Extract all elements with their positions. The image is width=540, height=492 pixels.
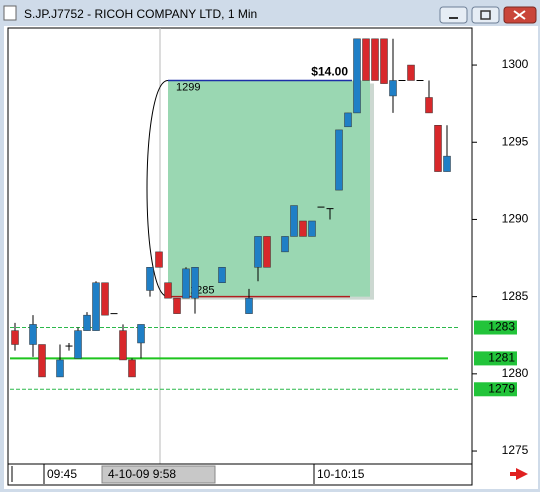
candle-body: [137, 324, 145, 344]
x-tick-label: 10-10:15: [317, 467, 365, 481]
candle-body: [380, 38, 388, 84]
candle-body: [101, 282, 109, 316]
candle-body: [443, 155, 451, 172]
scroll-arrow[interactable]: [510, 468, 528, 480]
trade-arc: [146, 79, 169, 298]
candle-body: [245, 297, 253, 314]
candle-body: [119, 330, 127, 361]
x-axis-band: [7, 463, 473, 486]
candle-body: [425, 97, 433, 114]
candle-body: [218, 267, 226, 283]
level-tag: [474, 382, 517, 397]
candle-body: [11, 330, 19, 345]
candle-body: [281, 236, 289, 253]
y-tick-label: 1290: [502, 212, 529, 226]
candle-body: [335, 129, 343, 191]
candle-body: [407, 64, 415, 81]
candle-body: [182, 268, 190, 299]
candle-body: [74, 330, 82, 359]
candle-body: [56, 359, 64, 378]
plot-layer: 12751280128512901295130012991285$14.0012…: [10, 38, 529, 484]
candle-body: [263, 236, 271, 268]
candle-body: [299, 220, 307, 237]
candle-body: [371, 38, 379, 81]
candle-body: [155, 251, 163, 268]
level-label: 1283: [488, 320, 515, 334]
level-label: 1279: [488, 381, 515, 395]
window-title: S.JP.J7752 - RICOH COMPANY LTD, 1 Min: [24, 7, 257, 21]
profit-label: $14.00: [311, 65, 348, 79]
candle-body: [353, 38, 361, 114]
x-label-box: [101, 465, 216, 484]
candle-body: [254, 236, 262, 268]
candle-body: [38, 344, 46, 378]
candle-body: [308, 220, 316, 237]
candle-body: [83, 314, 91, 331]
candle-body: [146, 267, 154, 291]
level-label: 1281: [488, 351, 515, 365]
candle-body: [290, 205, 298, 237]
y-tick-label: 1285: [502, 289, 529, 303]
level-tag: [474, 351, 517, 366]
candle-body: [128, 359, 136, 378]
candle-body: [191, 267, 199, 299]
x-tick-label: 4-10-09 9:58: [108, 467, 176, 481]
close-icon: [513, 10, 526, 20]
candle-body: [362, 38, 370, 81]
candle-body: [434, 125, 442, 172]
candle-body: [164, 282, 172, 299]
candle-body: [389, 80, 397, 97]
candle-body: [92, 282, 100, 331]
candle-body: [344, 112, 352, 128]
y-tick-label: 1275: [502, 443, 529, 457]
candle-body: [173, 297, 181, 314]
maximize-button[interactable]: [471, 6, 500, 24]
y-tick-label: 1300: [502, 57, 529, 71]
minimize-button[interactable]: [439, 6, 468, 24]
exit-label: 1299: [176, 81, 200, 93]
y-tick-label: 1295: [502, 134, 529, 148]
level-tag: [474, 320, 517, 335]
window-icon: [3, 5, 17, 21]
candle-body: [29, 324, 37, 345]
maximize-icon: [480, 10, 491, 20]
y-tick-label: 1280: [502, 366, 529, 380]
x-tick-label: 09:45: [47, 467, 77, 481]
